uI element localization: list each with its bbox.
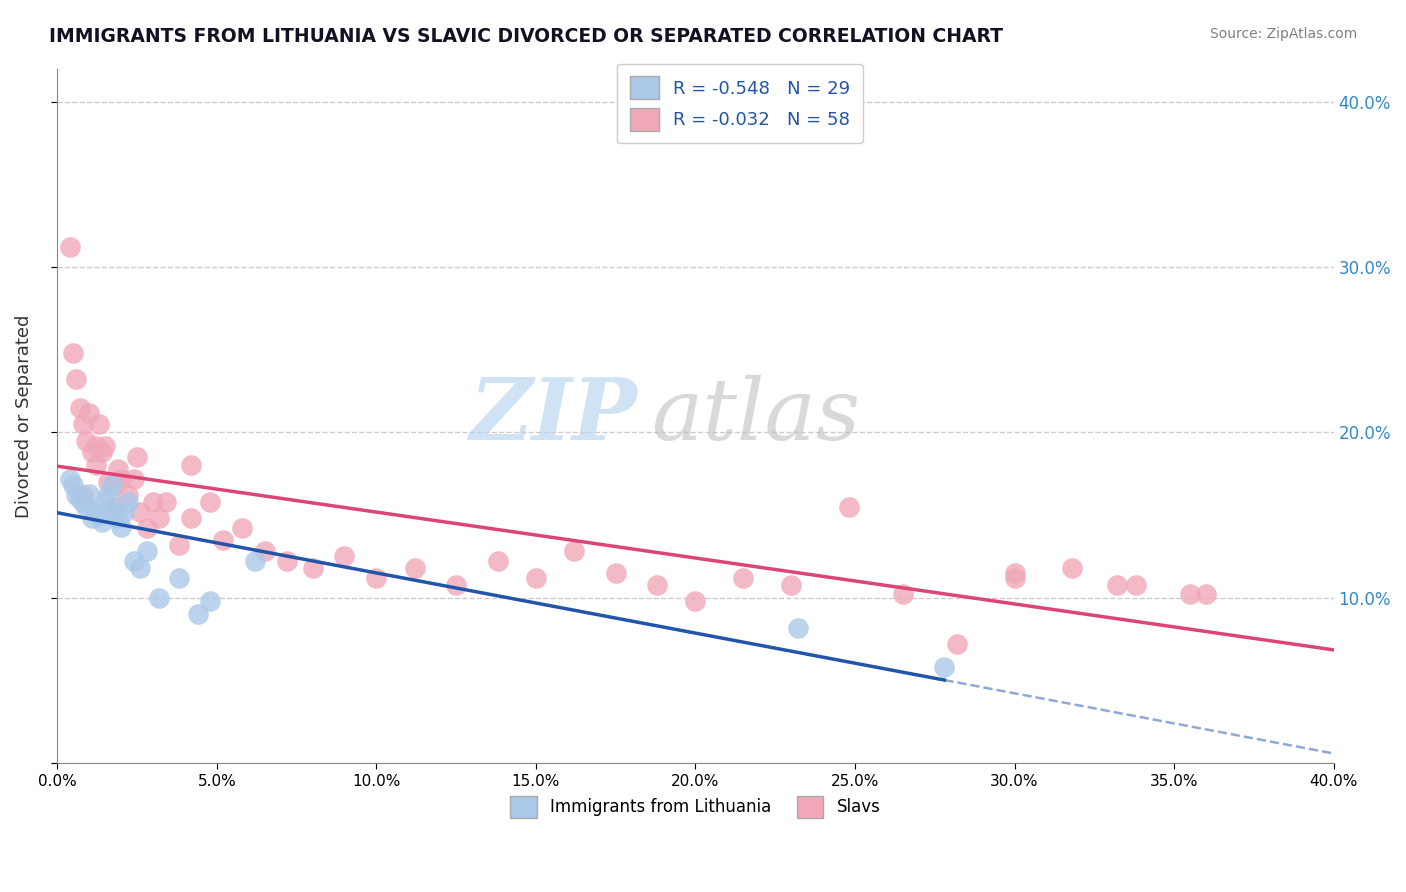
Point [333, 549, 356, 564]
Point [444, 577, 467, 591]
Point [72, 417, 94, 431]
Point [838, 500, 860, 514]
Point [212, 533, 235, 547]
Point [301, 561, 323, 575]
Point [167, 538, 190, 552]
Point [524, 571, 547, 585]
Point [125, 450, 148, 465]
Point [129, 505, 152, 519]
Text: IMMIGRANTS FROM LITHUANIA VS SLAVIC DIVORCED OR SEPARATED CORRELATION CHART: IMMIGRANTS FROM LITHUANIA VS SLAVIC DIVO… [49, 27, 1004, 45]
Point [786, 620, 808, 634]
Point [117, 495, 139, 509]
Point [1060, 561, 1083, 575]
Point [486, 554, 509, 568]
Point [97, 475, 120, 489]
Point [253, 544, 276, 558]
Point [129, 561, 152, 575]
Point [84, 439, 107, 453]
Point [72, 488, 94, 502]
Point [1125, 577, 1147, 591]
Point [77, 486, 100, 500]
Point [155, 495, 177, 509]
Point [112, 505, 135, 519]
Point [94, 439, 117, 453]
Point [107, 511, 129, 525]
Point [104, 505, 127, 519]
Point [1195, 587, 1218, 601]
Point [180, 458, 202, 473]
Point [148, 591, 170, 605]
Y-axis label: Divorced or Separated: Divorced or Separated [15, 314, 32, 517]
Point [243, 554, 266, 568]
Point [605, 566, 627, 580]
Point [122, 554, 145, 568]
Point [82, 445, 104, 459]
Point [780, 577, 803, 591]
Point [75, 500, 97, 514]
Point [117, 488, 139, 502]
Point [87, 417, 110, 431]
Text: Source: ZipAtlas.com: Source: ZipAtlas.com [1209, 27, 1357, 41]
Point [135, 544, 157, 558]
Point [276, 554, 298, 568]
Point [87, 508, 110, 522]
Point [77, 405, 100, 419]
Point [187, 607, 209, 622]
Point [685, 594, 707, 608]
Point [1178, 587, 1201, 601]
Point [200, 495, 222, 509]
Point [1105, 577, 1128, 591]
Point [135, 521, 157, 535]
Point [65, 488, 87, 502]
Point [84, 505, 107, 519]
Point [934, 660, 956, 674]
Point [110, 472, 132, 486]
Point [122, 472, 145, 486]
Point [104, 500, 127, 514]
Point [891, 587, 914, 601]
Point [562, 544, 585, 558]
Point [62, 478, 84, 492]
Point [645, 577, 668, 591]
Point [104, 478, 127, 492]
Point [75, 434, 97, 448]
Point [62, 346, 84, 360]
Point [200, 594, 222, 608]
Point [91, 515, 114, 529]
Point [167, 571, 190, 585]
Point [59, 240, 82, 254]
Point [142, 495, 165, 509]
Text: atlas: atlas [651, 375, 860, 458]
Point [404, 561, 426, 575]
Point [72, 495, 94, 509]
Point [733, 571, 755, 585]
Point [91, 445, 114, 459]
Point [946, 637, 969, 651]
Point [59, 472, 82, 486]
Point [366, 571, 388, 585]
Point [110, 519, 132, 533]
Point [107, 462, 129, 476]
Legend: Immigrants from Lithuania, Slavs: Immigrants from Lithuania, Slavs [503, 789, 887, 824]
Point [82, 511, 104, 525]
Text: ZIP: ZIP [470, 374, 638, 458]
Point [84, 458, 107, 473]
Point [1004, 571, 1026, 585]
Point [69, 401, 91, 415]
Point [1004, 566, 1026, 580]
Point [69, 491, 91, 506]
Point [148, 511, 170, 525]
Point [231, 521, 253, 535]
Point [94, 495, 117, 509]
Point [65, 372, 87, 386]
Point [97, 488, 120, 502]
Point [100, 478, 122, 492]
Point [180, 511, 202, 525]
